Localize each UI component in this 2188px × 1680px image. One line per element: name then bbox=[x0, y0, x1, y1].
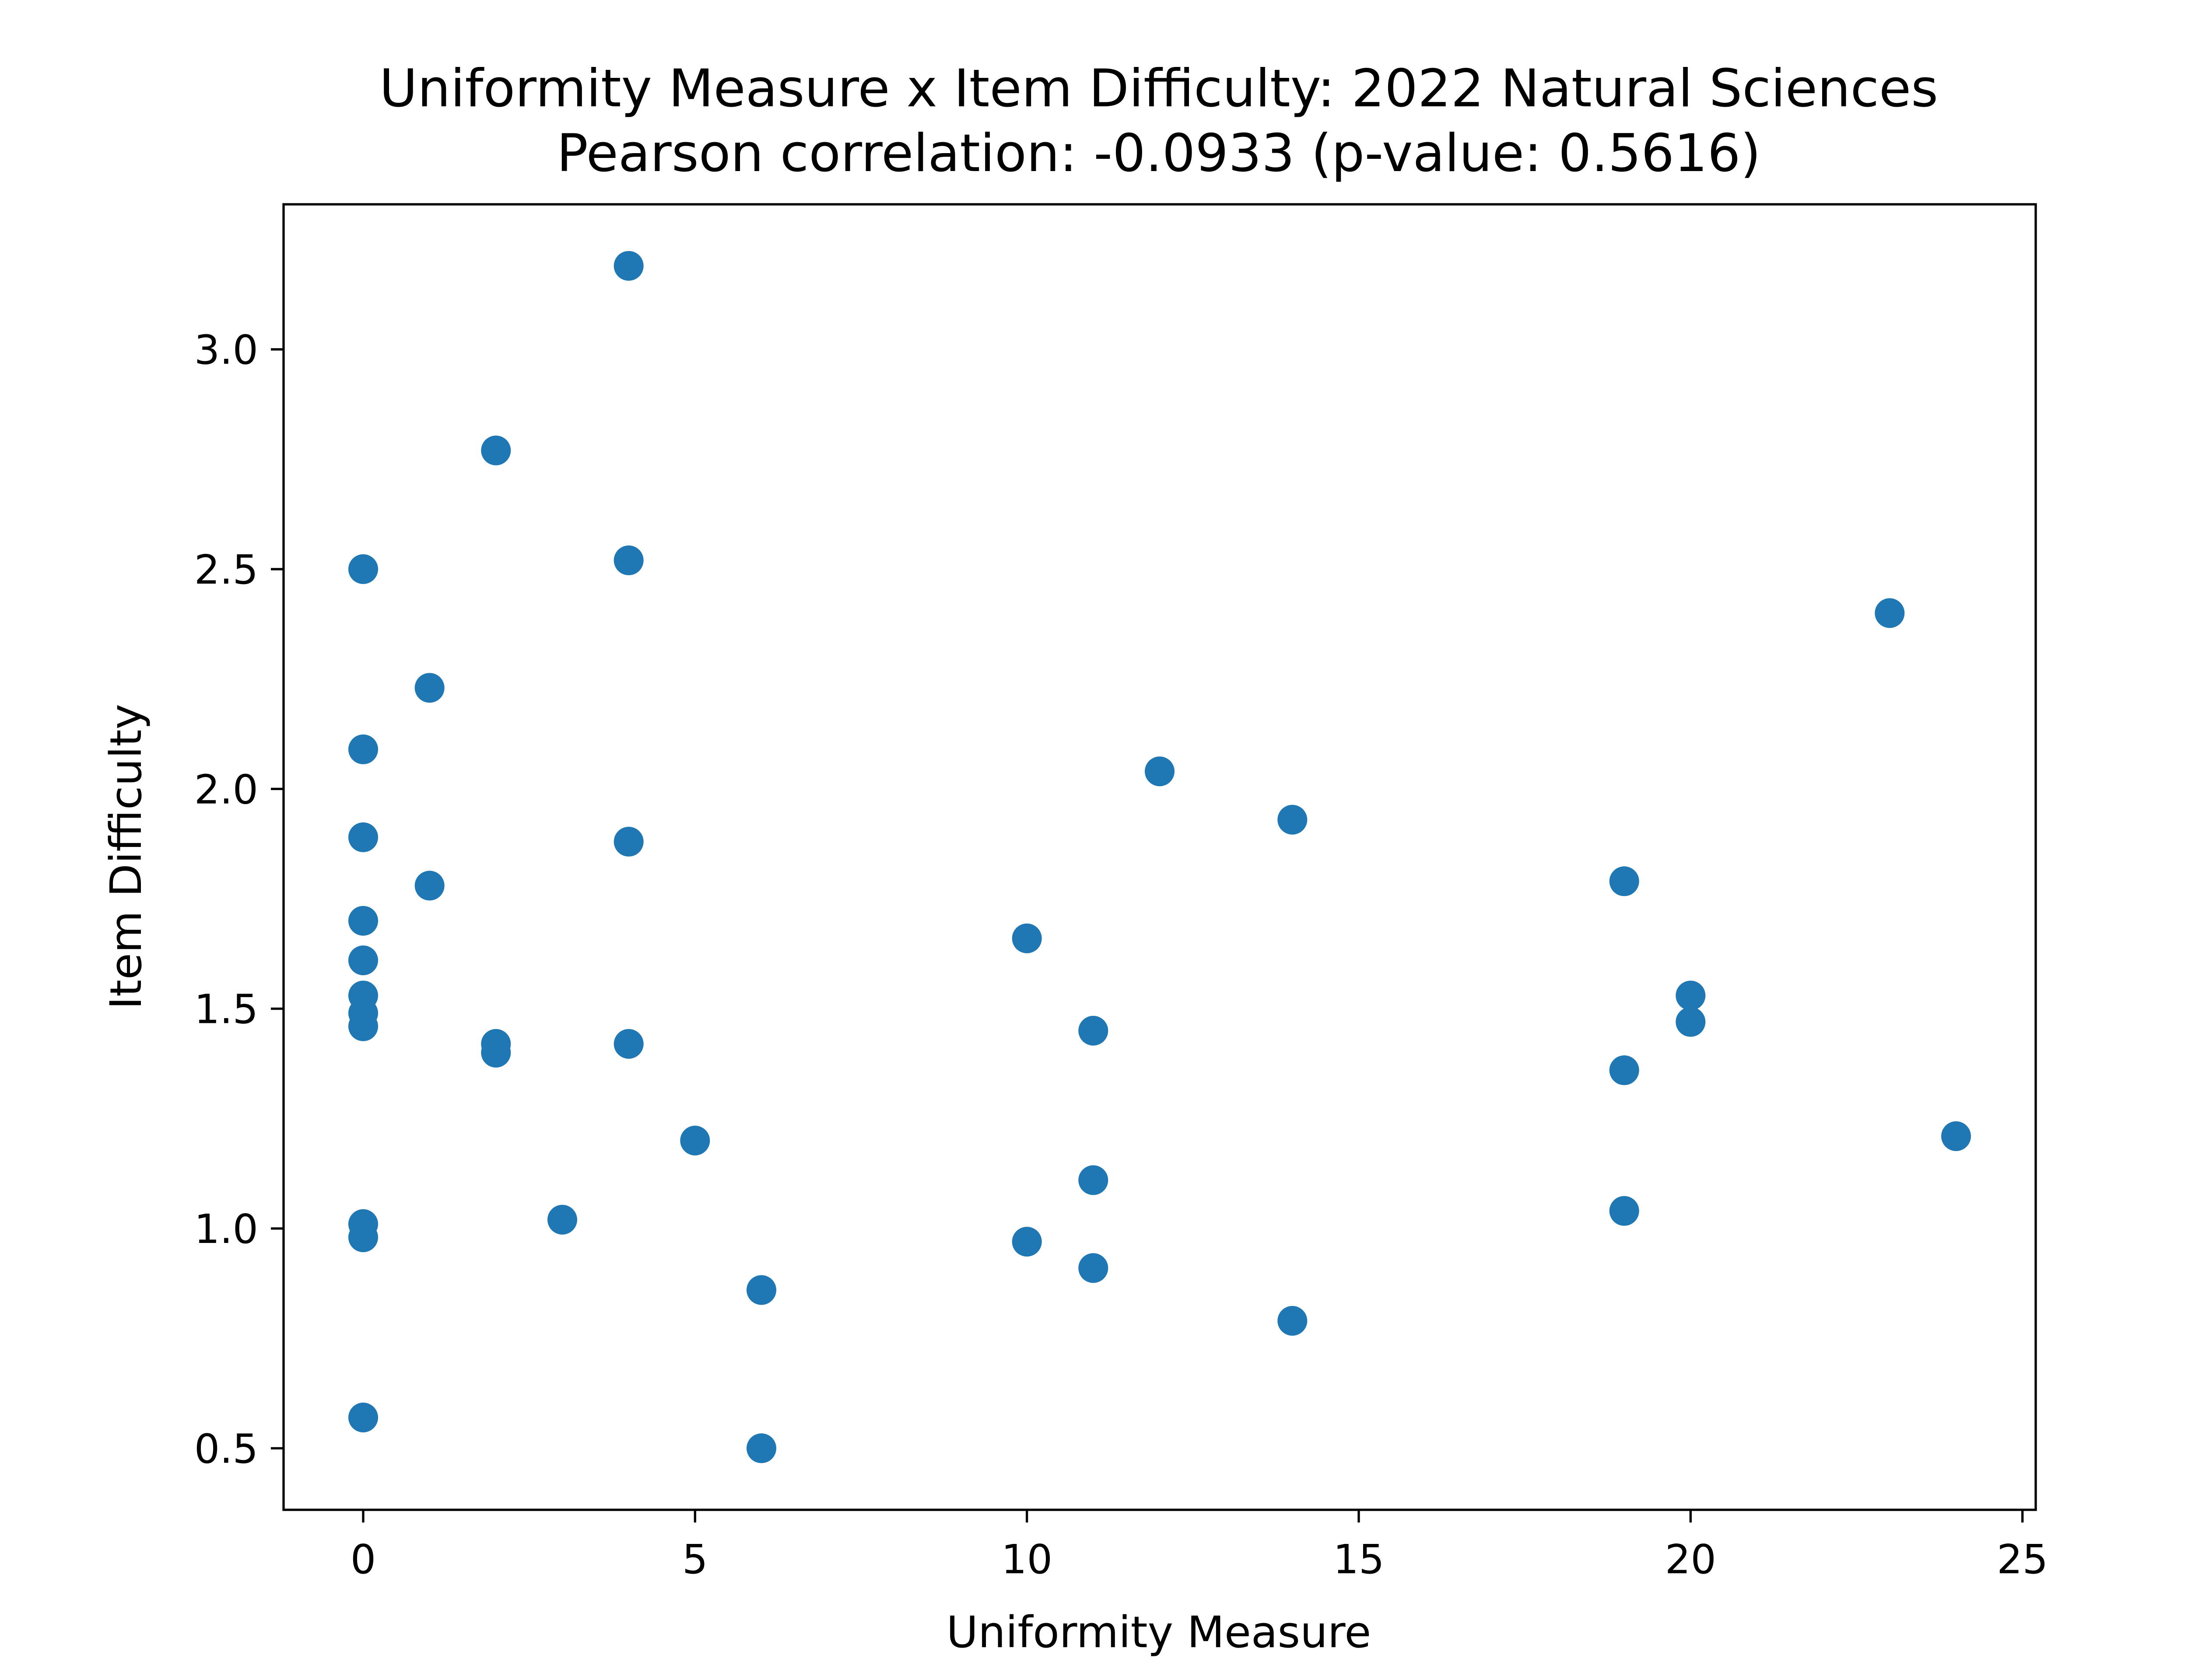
data-point-14 bbox=[481, 435, 511, 466]
data-point-11 bbox=[348, 1403, 378, 1432]
data-point-5 bbox=[348, 945, 378, 976]
x-axis-ticks: 0 5 10 15 20 25 bbox=[351, 1510, 2048, 1583]
y-tick-label-0.5: 0.5 bbox=[194, 1425, 258, 1472]
chart-subtitle: Pearson correlation: -0.0933 (p-value: 0… bbox=[557, 123, 1761, 184]
data-point-35 bbox=[1609, 1196, 1639, 1226]
chart-title: Uniformity Measure x Item Difficulty: 20… bbox=[379, 59, 1938, 119]
data-point-28 bbox=[1078, 1165, 1108, 1195]
data-point-13 bbox=[414, 871, 445, 901]
data-point-8 bbox=[348, 1011, 378, 1041]
data-point-3 bbox=[348, 822, 378, 852]
y-tick-label-2.5: 2.5 bbox=[194, 546, 258, 593]
data-point-34 bbox=[1609, 1055, 1639, 1085]
data-point-12 bbox=[414, 673, 445, 703]
data-point-10 bbox=[348, 1222, 378, 1253]
data-point-31 bbox=[1277, 805, 1308, 835]
y-axis-ticks: 0.5 1.0 1.5 2.0 2.5 3.0 bbox=[194, 327, 284, 1472]
data-point-20 bbox=[614, 826, 644, 857]
data-points bbox=[348, 251, 1971, 1463]
data-point-4 bbox=[348, 906, 378, 936]
data-point-22 bbox=[680, 1126, 710, 1155]
data-point-27 bbox=[1078, 1015, 1108, 1046]
plot-area-frame bbox=[282, 203, 2037, 1511]
data-point-36 bbox=[1676, 980, 1706, 1011]
data-point-29 bbox=[1078, 1253, 1108, 1283]
y-tick-label-3.0: 3.0 bbox=[194, 327, 258, 374]
data-point-2 bbox=[348, 734, 378, 764]
x-tick-label-0: 0 bbox=[351, 1536, 376, 1583]
data-point-39 bbox=[1941, 1121, 1971, 1151]
data-point-26 bbox=[1012, 1227, 1042, 1257]
data-point-33 bbox=[1609, 866, 1639, 896]
data-point-17 bbox=[547, 1204, 577, 1235]
data-point-32 bbox=[1277, 1306, 1308, 1336]
data-point-23 bbox=[747, 1275, 776, 1305]
y-tick-label-1.0: 1.0 bbox=[194, 1206, 258, 1253]
data-point-21 bbox=[614, 1029, 644, 1059]
data-point-18 bbox=[614, 251, 644, 281]
x-tick-label-10: 10 bbox=[1001, 1536, 1052, 1583]
data-point-38 bbox=[1875, 598, 1905, 628]
x-tick-label-20: 20 bbox=[1665, 1536, 1716, 1583]
x-tick-label-5: 5 bbox=[682, 1536, 708, 1583]
data-point-37 bbox=[1676, 1007, 1706, 1037]
data-point-24 bbox=[747, 1433, 776, 1463]
x-tick-label-25: 25 bbox=[1997, 1536, 2048, 1583]
data-point-25 bbox=[1012, 923, 1042, 953]
x-tick-label-15: 15 bbox=[1333, 1536, 1384, 1583]
data-point-1 bbox=[348, 554, 378, 584]
data-point-30 bbox=[1145, 756, 1175, 787]
y-tick-label-1.5: 1.5 bbox=[194, 986, 258, 1033]
y-tick-label-2.0: 2.0 bbox=[194, 766, 258, 813]
x-axis-label: Uniformity Measure bbox=[947, 1607, 1371, 1658]
data-point-16 bbox=[481, 1038, 511, 1068]
y-axis-label: Item Difficulty bbox=[101, 704, 151, 1009]
data-point-19 bbox=[614, 545, 644, 575]
